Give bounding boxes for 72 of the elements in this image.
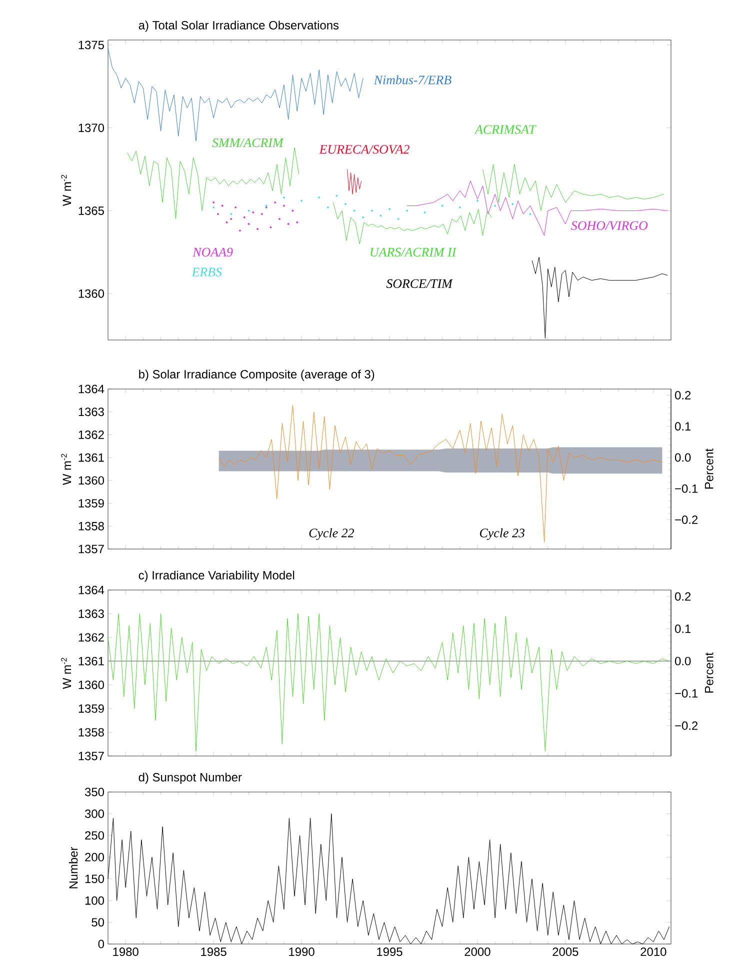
x-tick-label: 2010 [640, 948, 666, 956]
y-tick-label: 1364 [78, 586, 104, 594]
y2-axis-title: Percent [704, 652, 714, 693]
x-tick-label: 2000 [464, 948, 490, 956]
x-tick-label: 1995 [377, 948, 402, 956]
y-axis-title: W m$^{-2}$ [61, 658, 72, 690]
y-tick-label: 250 [85, 831, 104, 840]
chart-title: b) Solar Irradiance Composite (average of 3) [139, 370, 374, 381]
y2-axis-title: Percent [704, 448, 714, 489]
series-label: Nimbus-7/ERB [374, 75, 452, 84]
y2-tick-label: −0.1 [675, 689, 698, 698]
y2-tick-label: −0.2 [675, 721, 698, 730]
y-tick-label: 50 [92, 918, 104, 927]
x-tick-label: 1985 [201, 948, 226, 956]
y-tick-label: 200 [85, 852, 104, 862]
y-tick-label: 1358 [78, 522, 104, 530]
y-axis-title: W m$^{-2}$ [61, 454, 72, 486]
y-tick-label: 1360 [78, 289, 104, 298]
y2-tick-label: −0.2 [675, 516, 698, 524]
x-tick-label: 2005 [552, 948, 578, 956]
text: EURECA/SOVA2 [319, 145, 410, 154]
x-tick-label: 1990 [289, 948, 314, 956]
y-tick-label: 1364 [78, 384, 104, 394]
text: ACRIMSAT [474, 125, 536, 134]
line-series [347, 169, 362, 194]
chart-title: a) Total Solar Irradiance Observations [138, 20, 339, 32]
y-axis-title: W m$^{-2}$ [61, 174, 72, 206]
annotation: Cycle 23 [480, 528, 524, 540]
y-tick-label: 1375 [78, 40, 104, 50]
y-tick-label: 1370 [78, 124, 104, 132]
y2-tick-label: −0.1 [675, 484, 698, 493]
y-tick-label: 1361 [78, 453, 104, 462]
chart-title: c) Irradiance Variability Model [138, 570, 294, 582]
y-tick-label: 1365 [78, 206, 104, 215]
y2-tick-label: 0.0 [675, 656, 691, 666]
y2-tick-label: 0.0 [675, 453, 691, 462]
line-series [406, 180, 668, 236]
line-series [108, 613, 670, 752]
y-tick-label: 1363 [78, 610, 104, 618]
y-tick-label: 1357 [78, 544, 104, 554]
y2-tick-label: 0.2 [675, 592, 691, 601]
y-tick-label: 1359 [78, 499, 104, 508]
y-tick-label: 1357 [78, 752, 104, 760]
chart-title: d) Sunspot Number [138, 772, 242, 784]
series-label: UARS/ACRIM II [370, 248, 457, 257]
y-tick-label: 350 [84, 788, 104, 796]
line-series [218, 404, 662, 542]
y-tick-label: 1360 [78, 476, 104, 485]
series-label: SMM/ACRIM [212, 138, 284, 148]
y-tick-label: 1363 [78, 408, 104, 416]
y-tick-label: 0 [98, 940, 104, 948]
line-series [127, 147, 300, 220]
annotation: Cycle 22 [309, 528, 354, 540]
y-tick-label: 1362 [78, 430, 104, 439]
series-label: SOHO/VIRGO [571, 221, 648, 230]
y-tick-label: 100 [85, 896, 104, 905]
x-tick-label: 1980 [113, 948, 138, 956]
y-tick-label: 150 [85, 874, 104, 884]
y2-tick-label: 0.1 [675, 624, 691, 633]
y-axis-title: Number [68, 846, 78, 888]
text: ERBS [192, 268, 222, 276]
y-tick-label: 1361 [78, 656, 104, 666]
y-tick-label: 1359 [78, 704, 104, 713]
line-series [482, 164, 664, 211]
y2-tick-label: 0.1 [675, 422, 691, 431]
y-tick-label: 1360 [78, 680, 104, 690]
y-tick-label: 1362 [78, 633, 104, 642]
text: SORCE/TIM [386, 279, 453, 288]
y-tick-label: 1358 [78, 728, 104, 737]
y2-tick-label: 0.2 [675, 391, 691, 400]
y-tick-label: 300 [84, 809, 104, 818]
series-label: NOAA9 [192, 248, 233, 257]
